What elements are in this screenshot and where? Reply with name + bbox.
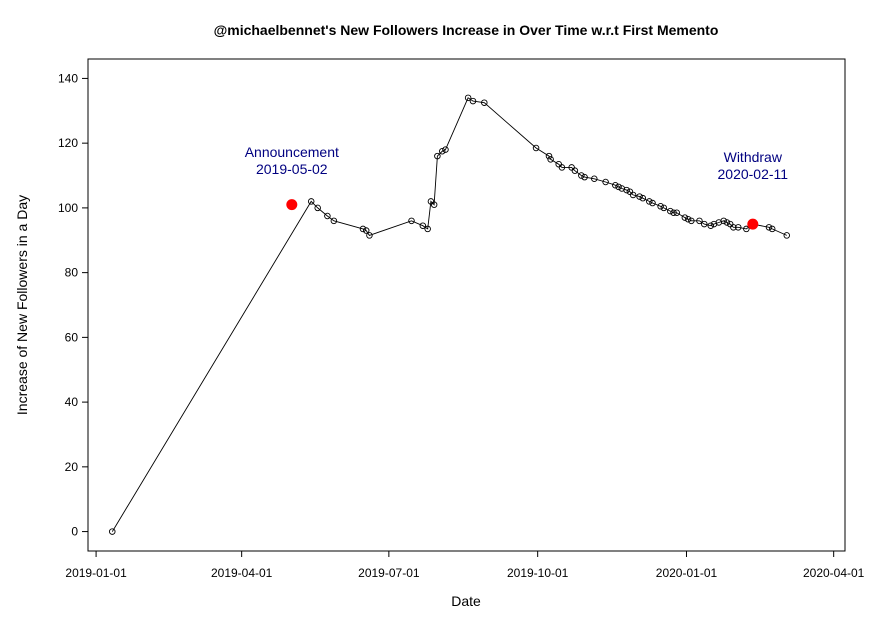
annotation-text: Withdraw: [724, 149, 783, 165]
data-point: [532, 144, 540, 152]
data-point: [684, 215, 692, 223]
data-point: [743, 225, 750, 233]
data-point: [734, 224, 742, 231]
data-point: [673, 209, 681, 216]
data-point: [591, 175, 598, 183]
data-point: [696, 217, 703, 225]
data-point: [324, 212, 331, 220]
y-tick-label: 140: [58, 71, 78, 85]
data-point: [783, 232, 791, 239]
data-point: [545, 152, 553, 160]
data-point: [434, 152, 441, 160]
series-line: [111, 97, 787, 532]
data-point: [701, 220, 708, 228]
data-point: [670, 209, 677, 216]
data-point: [330, 217, 338, 225]
data-point: [730, 224, 737, 231]
x-tick-label: 2019-01-01: [65, 566, 127, 580]
data-point: [109, 528, 116, 535]
data-point: [623, 186, 630, 194]
data-point: [681, 214, 689, 221]
data-point: [667, 207, 674, 215]
data-point: [657, 203, 664, 210]
annotation-text: Announcement: [245, 144, 339, 160]
y-tick-label: 60: [65, 330, 79, 344]
data-point: [442, 146, 449, 153]
data-point: [765, 224, 773, 231]
data-point: [359, 225, 367, 233]
data-point: [555, 160, 562, 168]
y-tick-label: 40: [65, 395, 79, 409]
data-point: [726, 220, 734, 228]
data-point: [629, 191, 637, 199]
highlight-layer: [286, 199, 759, 230]
chart-title: @michaelbennet's New Followers Increase …: [214, 22, 719, 38]
data-point: [568, 164, 575, 171]
data-point: [768, 225, 776, 233]
y-tick-label: 0: [71, 525, 78, 539]
plot-frame: [87, 58, 846, 552]
data-point: [481, 99, 488, 106]
annotation-text: 2020-02-11: [718, 166, 789, 182]
data-point: [636, 193, 643, 200]
x-axis-label: Date: [451, 593, 481, 609]
x-tick-label: 2020-01-01: [656, 566, 718, 580]
data-point: [571, 167, 579, 174]
data-point: [307, 198, 315, 205]
series-layer: [109, 94, 791, 535]
data-point: [427, 198, 435, 205]
x-tick-label: 2019-10-01: [507, 566, 569, 580]
data-point: [362, 227, 370, 234]
data-point: [612, 181, 619, 189]
data-point: [649, 199, 656, 207]
x-tick-label: 2019-07-01: [358, 566, 420, 580]
data-point: [707, 222, 714, 229]
data-point: [626, 188, 634, 195]
y-tick-label: 80: [65, 266, 79, 280]
y-tick-label: 100: [58, 201, 78, 215]
y-axis-label: Increase of New Followers in a Day: [14, 195, 30, 415]
y-axis: 0 20 40 60 80 100 120 140: [58, 71, 89, 539]
highlight-point: [747, 218, 759, 230]
y-tick-label: 120: [58, 136, 78, 150]
annotation-text: 2019-05-02: [256, 161, 328, 177]
data-point: [314, 204, 321, 212]
data-point: [438, 147, 446, 155]
data-point: [602, 178, 609, 186]
x-axis: 2019-01-01 2019-04-01 2019-07-01 2019-10-01…: [65, 550, 865, 580]
data-point: [639, 194, 647, 202]
data-point: [615, 183, 622, 191]
data-point: [558, 164, 566, 171]
data-point: [424, 225, 431, 233]
data-point: [578, 172, 585, 179]
data-point: [547, 156, 554, 163]
data-point: [408, 217, 415, 225]
data-point: [720, 217, 727, 225]
data-point: [419, 222, 427, 229]
data-point: [366, 232, 373, 239]
x-tick-label: 2020-04-01: [803, 566, 865, 580]
data-point: [581, 173, 588, 181]
x-tick-label: 2019-04-01: [211, 566, 273, 580]
data-point: [646, 198, 653, 205]
data-point: [723, 219, 731, 226]
data-point: [660, 204, 668, 212]
y-tick-label: 20: [65, 460, 79, 474]
highlight-point: [286, 199, 298, 211]
data-point: [469, 97, 477, 105]
data-point: [464, 94, 472, 102]
data-point: [688, 217, 695, 225]
data-point: [430, 201, 438, 208]
